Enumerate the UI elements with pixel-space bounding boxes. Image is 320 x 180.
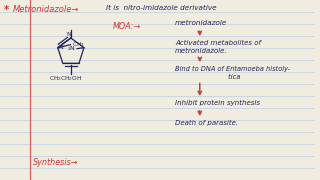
Text: Synthesis→: Synthesis→	[32, 158, 78, 167]
Text: CH$_3$: CH$_3$	[72, 40, 84, 49]
Text: CH$_2$CH$_2$OH: CH$_2$CH$_2$OH	[49, 74, 83, 83]
Text: Metronidazole→: Metronidazole→	[13, 5, 79, 14]
Text: *: *	[4, 5, 9, 15]
Text: It is  nitro-imidazole derivative: It is nitro-imidazole derivative	[106, 5, 217, 11]
Text: Death of parasite.: Death of parasite.	[175, 120, 238, 126]
Text: N: N	[67, 32, 71, 37]
Text: Inhibit protein synthesis: Inhibit protein synthesis	[175, 100, 260, 106]
Text: Bind to DNA of Entamoeba histoly-
                         tica: Bind to DNA of Entamoeba histoly- tica	[175, 66, 290, 80]
Text: $_2$N: $_2$N	[67, 44, 76, 53]
Text: Activated metabolites of
metronidazole.: Activated metabolites of metronidazole.	[175, 40, 261, 53]
Text: MOA:→: MOA:→	[113, 22, 141, 31]
Text: N: N	[59, 45, 63, 50]
Text: metronidazole: metronidazole	[175, 20, 228, 26]
